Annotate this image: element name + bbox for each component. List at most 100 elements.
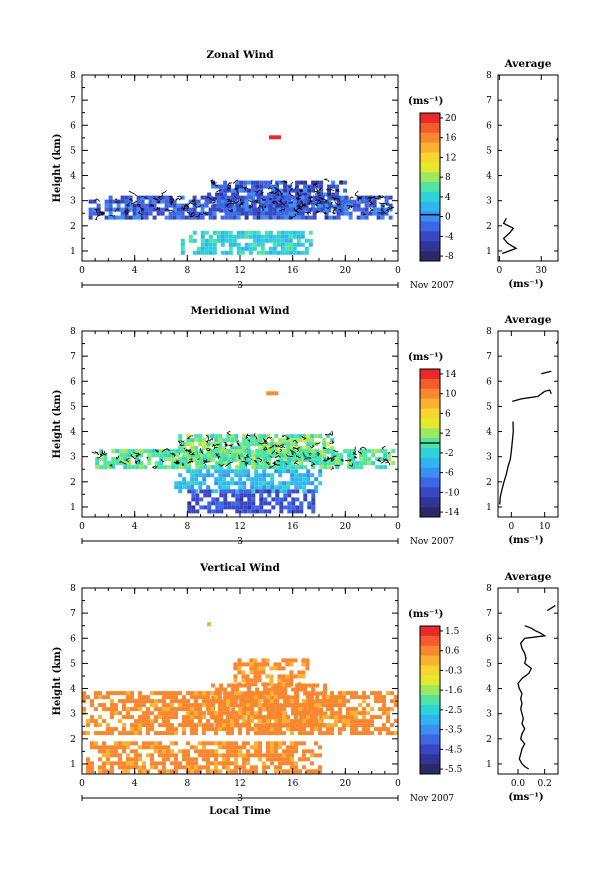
heatmap-cell: [223, 493, 228, 498]
heatmap-cell: [318, 769, 322, 774]
heatmap-cell: [255, 489, 260, 494]
contour-line: [338, 209, 342, 212]
heatmap-cell: [202, 757, 206, 762]
heatmap-cell: [275, 497, 280, 502]
heatmap-cell: [253, 678, 258, 683]
heatmap-cell: [230, 723, 234, 728]
heatmap-cell: [144, 207, 149, 212]
heatmap-cell: [142, 699, 146, 704]
heatmap-cell: [218, 723, 222, 728]
colorbar-swatch: [420, 152, 440, 163]
heatmap-cell: [214, 469, 219, 474]
contour-line: [236, 188, 239, 194]
heatmap-cell: [171, 465, 176, 470]
heatmap-cell: [218, 438, 223, 443]
contour-line: [153, 197, 160, 201]
heatmap-cell: [184, 215, 189, 220]
heatmap-cell: [190, 691, 194, 696]
heatmap-cell: [198, 434, 203, 439]
heatmap-cell: [298, 707, 302, 712]
heatmap-cell: [298, 477, 303, 482]
heatmap-cell: [244, 211, 249, 216]
contour-line: [380, 195, 386, 199]
heatmap-cell: [211, 497, 216, 502]
contour-line: [101, 451, 107, 456]
heatmap-cell: [307, 505, 312, 510]
heatmap-cell: [382, 695, 386, 700]
heatmap-cell: [210, 741, 214, 746]
heatmap-cell: [233, 678, 238, 683]
heatmap-cell: [202, 711, 206, 716]
heatmap-cell: [307, 192, 312, 197]
heatmap-cell: [207, 489, 212, 494]
heatmap-cell: [147, 453, 152, 458]
heatmap-cell: [254, 442, 259, 447]
heatmap-cell: [215, 192, 220, 197]
heatmap-cell: [283, 449, 288, 454]
heatmap-cell: [259, 461, 264, 466]
x-axis-label: Local Time: [209, 806, 271, 817]
contour-line: [213, 181, 219, 187]
heatmap-cell: [378, 731, 382, 736]
heatmap-cell: [244, 242, 249, 247]
heatmap-cell: [266, 727, 270, 732]
heatmap-cell: [363, 449, 368, 454]
contour-line: [384, 458, 389, 462]
heatmap-cell: [259, 465, 264, 470]
heatmap-cell: [108, 195, 113, 200]
heatmap-cell: [294, 749, 298, 754]
heatmap-cell: [286, 753, 290, 758]
heatmap-cell: [384, 195, 389, 200]
heatmap-cell: [302, 438, 307, 443]
heatmap-cell: [239, 501, 244, 506]
heatmap-cell: [198, 749, 202, 754]
heatmap-cell: [124, 211, 129, 216]
colorbar-swatch: [420, 754, 440, 765]
contour-line: [304, 211, 309, 216]
heatmap-cell: [263, 449, 268, 454]
contour-line: [318, 187, 322, 191]
heatmap-cell: [372, 199, 377, 204]
contour-line: [157, 450, 159, 453]
colorbar-tick-label: -2.5: [445, 706, 463, 716]
heatmap-cell: [270, 723, 274, 728]
heatmap-cell: [242, 458, 247, 463]
contour-line: [169, 209, 174, 213]
heatmap-cell: [356, 203, 361, 208]
heatmap-cell: [320, 207, 325, 212]
heatmap-cell: [122, 765, 126, 770]
y-tick-label: 5: [70, 146, 76, 156]
heatmap-cell: [242, 446, 247, 451]
heatmap-cell: [244, 199, 249, 204]
heatmap-cell: [279, 453, 284, 458]
heatmap-cell: [266, 753, 270, 758]
heatmap-cell: [322, 438, 327, 443]
heatmap-cell: [214, 438, 219, 443]
heatmap-cell: [283, 184, 288, 189]
heatmap-cell: [186, 703, 190, 708]
heatmap-cell: [258, 719, 262, 724]
heatmap-cell: [106, 695, 110, 700]
heatmap-cell: [202, 727, 206, 732]
heatmap-cell: [319, 461, 324, 466]
heatmap-cell: [223, 461, 228, 466]
heatmap-cell: [251, 461, 256, 466]
heatmap-cell: [198, 485, 203, 490]
heatmap-cell: [386, 727, 390, 732]
heatmap-cell: [338, 731, 342, 736]
heatmap-cell: [95, 461, 100, 466]
contour-line: [126, 202, 131, 207]
average-x-tick-label: 30: [536, 266, 548, 276]
heatmap-cell: [274, 741, 278, 746]
heatmap-cell: [118, 757, 122, 762]
heatmap-cell: [162, 711, 166, 716]
heatmap-cell: [227, 184, 232, 189]
heatmap-cell: [104, 199, 109, 204]
heatmap-cell: [238, 723, 242, 728]
heatmap-cell: [231, 683, 236, 688]
contour-line: [215, 454, 221, 459]
heatmap-cell: [300, 211, 305, 216]
heatmap-cell: [215, 449, 220, 454]
contour-line: [276, 182, 278, 186]
heatmap-cell: [190, 438, 195, 443]
